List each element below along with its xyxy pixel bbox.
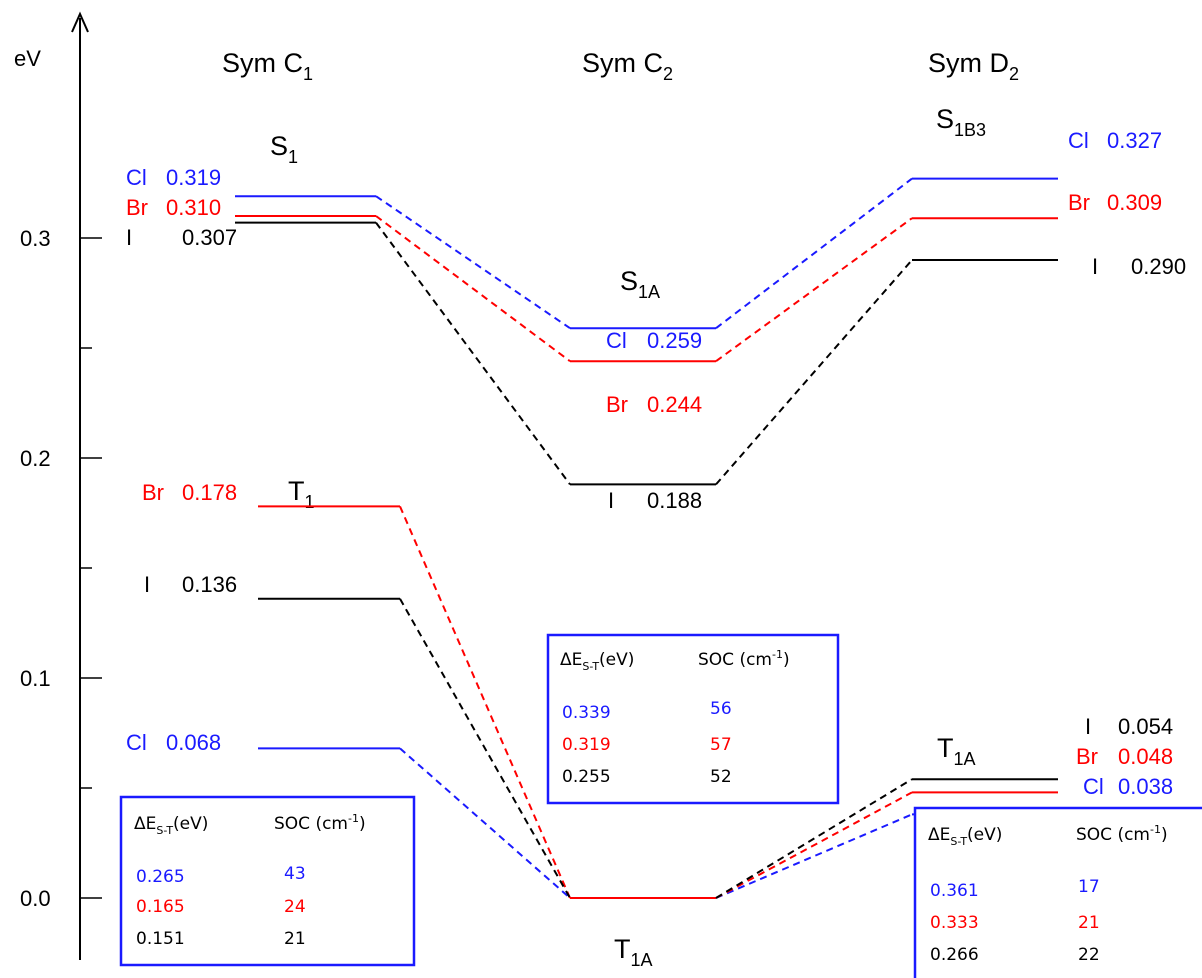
state-label-c1-t1: T1 [288,476,315,512]
level-label-d2-s-br: Br 0.309 [1068,190,1162,215]
y-axis-arrow-icon [71,11,89,33]
connector-c2-t-to-d2-t-cl [715,813,913,899]
level-label-c1-t-i: I 0.136 [144,572,237,597]
level-label-c1-s-cl: Cl 0.319 [126,165,221,190]
level-label-d2-t-br: Br 0.048 [1076,744,1173,769]
state-label-c2-t1a: T1A [614,934,653,970]
connector-c2-s-to-d2-s-cl [715,177,913,329]
soc-table-d2: ΔES-T(eV) SOC (cm-1) 0.361 17 0.333 21 0… [913,806,1202,978]
y-axis-unit: eV [14,46,41,71]
connector-c2-s-to-d2-s-br [715,217,913,363]
soc-table-d2-de-br: 0.333 [930,913,979,933]
y-axis-tick-label: 0.0 [20,886,51,911]
soc-table-d2-soc-i: 22 [1078,945,1100,965]
state-labels: S1 T1 S1A T1A S1B3 T1A [270,104,986,970]
soc-table-c2-de-br: 0.319 [562,735,611,755]
soc-table-c2-header-soc: SOC (cm-1) [698,648,790,670]
labels-c1-triplet: Br 0.178 I 0.136 Cl 0.068 [126,480,237,755]
connector-c2-t-to-d2-t-br [715,791,913,899]
soc-table-c1-de-cl: 0.265 [136,867,185,887]
column-title-c2: Sym C2 [582,48,673,84]
y-axis: eV 0.0 0.1 0.2 0.3 [14,11,102,960]
connector-c1-s-to-c2-s-i [375,222,571,485]
column-titles: Sym C1 Sym C2 Sym D2 [222,48,1019,84]
y-axis-ticks: 0.0 0.1 0.2 0.3 [20,226,102,911]
connector-c1-t-to-c2-t-cl [399,747,571,899]
column-title-d2: Sym D2 [928,48,1019,84]
labels-c2-singlet: Cl 0.259 Br 0.244 I 0.188 [606,328,702,513]
level-connectors [375,177,913,899]
level-label-c2-s-cl: Cl 0.259 [606,328,702,353]
soc-table-c2-soc-br: 57 [710,735,732,755]
state-label-d2-t1a: T1A [937,733,976,769]
soc-table-c1-border [119,795,416,967]
soc-table-d2-de-i: 0.266 [930,945,979,965]
connector-c2-s-to-d2-s-i [715,259,913,486]
labels-d2-singlet: Cl 0.327 Br 0.309 I 0.290 [1068,128,1186,279]
labels-c1-singlet: Cl 0.319 Br 0.310 I 0.307 [126,165,237,250]
labels-d2-triplet: I 0.054 Br 0.048 Cl 0.038 [1076,714,1173,799]
state-label-c2-s1a: S1A [620,266,660,302]
level-label-c1-t-cl: Cl 0.068 [126,730,221,755]
soc-table-c1: ΔES-T(eV) SOC (cm-1) 0.265 43 0.165 24 0… [119,795,416,967]
soc-table-c1-soc-br: 24 [284,897,306,917]
soc-table-c1-de-i: 0.151 [136,929,185,949]
soc-table-c2-soc-i: 52 [710,767,732,787]
soc-table-c1-header-de: ΔES-T(eV) [134,814,208,837]
y-axis-tick-label: 0.1 [20,666,51,691]
level-label-d2-s-i: I 0.290 [1092,254,1186,279]
soc-table-c1-de-br: 0.165 [136,897,185,917]
connector-c1-s-to-c2-s-br [375,215,571,363]
soc-table-c1-header-soc: SOC (cm-1) [274,812,366,834]
level-label-c1-s-br: Br 0.310 [126,195,221,220]
soc-table-d2-de-cl: 0.361 [930,881,979,901]
level-label-c1-t-br: Br 0.178 [142,480,237,505]
connector-c2-t-to-d2-t-i [715,778,913,899]
soc-table-c2-header-de: ΔES-T(eV) [560,650,634,673]
y-axis-tick-label: 0.3 [20,226,51,251]
state-label-d2-s1b3: S1B3 [936,104,986,140]
soc-table-c2-soc-cl: 56 [710,699,732,719]
soc-table-c1-soc-cl: 43 [284,864,306,884]
column-title-c1: Sym C1 [222,48,313,84]
soc-table-c2-border [546,633,840,805]
connector-c1-t-to-c2-t-br [399,506,571,899]
level-label-d2-t-i: I 0.054 [1085,714,1173,739]
soc-table-c2: ΔES-T(eV) SOC (cm-1) 0.339 56 0.319 57 0… [546,633,840,805]
soc-table-d2-header-soc: SOC (cm-1) [1076,823,1168,845]
level-label-c2-s-br: Br 0.244 [606,392,702,417]
level-label-d2-s-cl: Cl 0.327 [1068,128,1162,153]
connector-c1-t-to-c2-t-i [399,598,571,899]
soc-table-c2-de-i: 0.255 [562,767,611,787]
soc-table-d2-header-de: ΔES-T(eV) [928,825,1002,848]
level-label-c1-s-i: I 0.307 [126,225,237,250]
level-label-c2-s-i: I 0.188 [608,488,702,513]
y-axis-tick-label: 0.2 [20,446,51,471]
soc-table-d2-soc-br: 21 [1078,913,1100,933]
soc-table-c1-soc-i: 21 [284,929,306,949]
soc-table-d2-border [913,806,1202,978]
soc-table-c2-de-cl: 0.339 [562,703,611,723]
connector-c1-s-to-c2-s-cl [375,195,571,330]
level-label-d2-t-cl: Cl 0.038 [1083,774,1173,799]
soc-table-d2-soc-cl: 17 [1078,877,1100,897]
state-label-c1-s1: S1 [270,131,298,167]
